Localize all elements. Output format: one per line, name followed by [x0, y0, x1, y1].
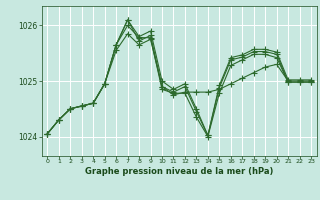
X-axis label: Graphe pression niveau de la mer (hPa): Graphe pression niveau de la mer (hPa)	[85, 167, 273, 176]
